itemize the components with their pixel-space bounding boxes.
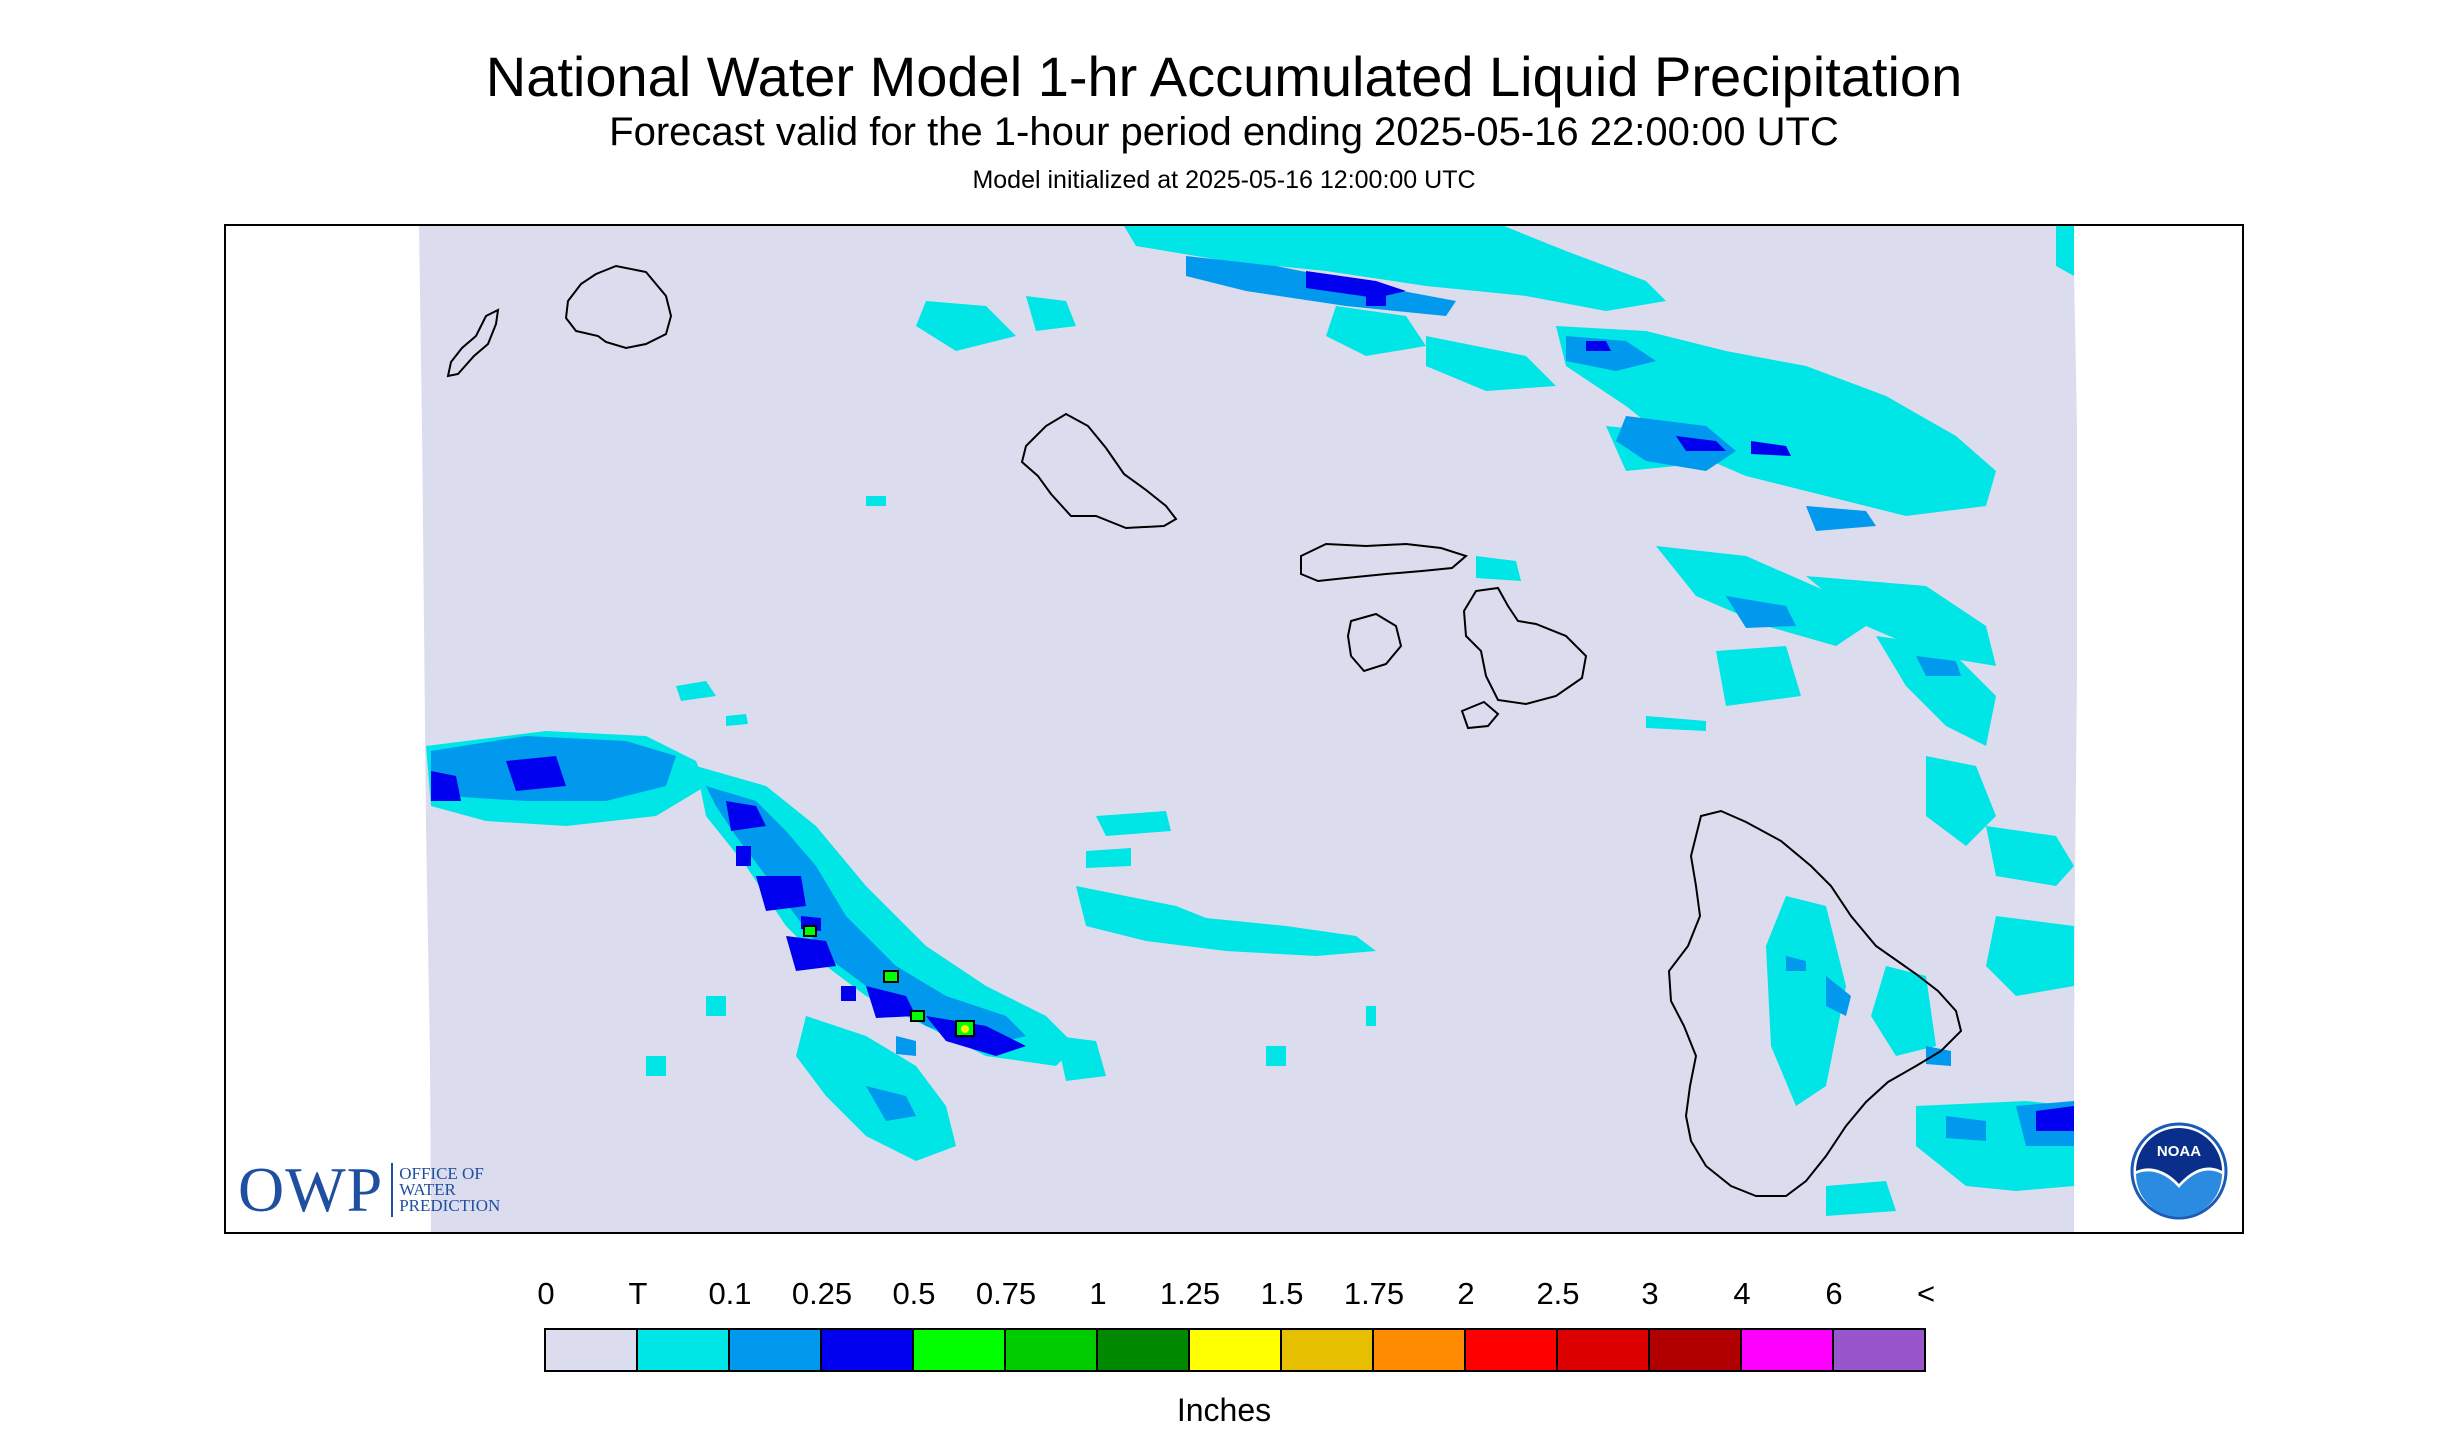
map-title: National Water Model 1-hr Accumulated Li… xyxy=(485,45,1963,108)
legend-swatch-3 xyxy=(822,1330,914,1370)
legend-swatch-2 xyxy=(730,1330,822,1370)
legend-units: Inches xyxy=(1176,1392,1272,1428)
moderate-precip-areas xyxy=(431,271,2074,1131)
legend-label: 0.25 xyxy=(791,1276,853,1311)
legend-swatch-11 xyxy=(1558,1330,1650,1370)
kahoolawe-island xyxy=(1460,700,1500,730)
legend-label: 1.25 xyxy=(1159,1276,1221,1311)
model-init-text: Model initialized at 2025-05-16 12:00:00… xyxy=(972,166,1476,194)
svg-text:NOAA: NOAA xyxy=(2157,1143,2201,1160)
lanai-island xyxy=(1346,612,1403,673)
legend-label: 2.5 xyxy=(1536,1276,1580,1311)
island-coastlines xyxy=(446,264,1963,1197)
owp-divider xyxy=(391,1163,394,1217)
legend-swatch-10 xyxy=(1466,1330,1558,1370)
legend-label: 0 xyxy=(537,1276,555,1311)
legend-swatch-14 xyxy=(1834,1330,1924,1370)
legend-swatch-7 xyxy=(1190,1330,1282,1370)
legend-swatch-4 xyxy=(914,1330,1006,1370)
legend-swatch-12 xyxy=(1650,1330,1742,1370)
oahu-island xyxy=(1020,412,1178,530)
legend-label: 0.75 xyxy=(975,1276,1037,1311)
legend-label: 0.1 xyxy=(708,1276,752,1311)
legend-swatch-0 xyxy=(546,1330,638,1370)
legend-label: T xyxy=(628,1276,648,1311)
heavy-precip-areas xyxy=(803,925,975,1037)
hawaii-island xyxy=(1667,809,1963,1197)
legend-swatch-1 xyxy=(638,1330,730,1370)
peak-precip-cell xyxy=(961,1025,969,1033)
legend-label: 1.75 xyxy=(1343,1276,1405,1311)
owp-logo: OWP OFFICE OF WATER PREDICTION xyxy=(238,1154,501,1225)
owp-name: OFFICE OF WATER PREDICTION xyxy=(399,1164,501,1215)
legend-label: 1 xyxy=(1089,1276,1107,1311)
legend-swatch-6 xyxy=(1098,1330,1190,1370)
molokai-island xyxy=(1300,542,1469,583)
precipitation-map: OWP OFFICE OF WATER PREDICTION NOAA xyxy=(224,224,2244,1234)
noaa-logo-icon: NOAA xyxy=(2130,1122,2228,1220)
legend-label: 6 xyxy=(1825,1276,1843,1311)
maui-island xyxy=(1462,586,1588,706)
legend-label: 4 xyxy=(1733,1276,1751,1311)
legend-colorbar xyxy=(544,1328,1926,1372)
valid-time-subtitle: Forecast valid for the 1-hour period end… xyxy=(609,110,1839,154)
niihau-island xyxy=(446,308,500,378)
map-canvas xyxy=(419,226,2077,1232)
legend-label: 3 xyxy=(1641,1276,1659,1311)
legend-label: 0.5 xyxy=(892,1276,936,1311)
owp-letters: OWP xyxy=(238,1154,384,1225)
model-domain xyxy=(419,226,2077,1232)
legend-label: < xyxy=(1916,1276,1936,1311)
legend-swatch-8 xyxy=(1282,1330,1374,1370)
kauai-island xyxy=(564,264,673,350)
legend-label: 2 xyxy=(1457,1276,1475,1311)
legend-swatch-9 xyxy=(1374,1330,1466,1370)
legend-swatch-13 xyxy=(1742,1330,1834,1370)
legend-swatch-5 xyxy=(1006,1330,1098,1370)
legend-label: 1.5 xyxy=(1260,1276,1304,1311)
